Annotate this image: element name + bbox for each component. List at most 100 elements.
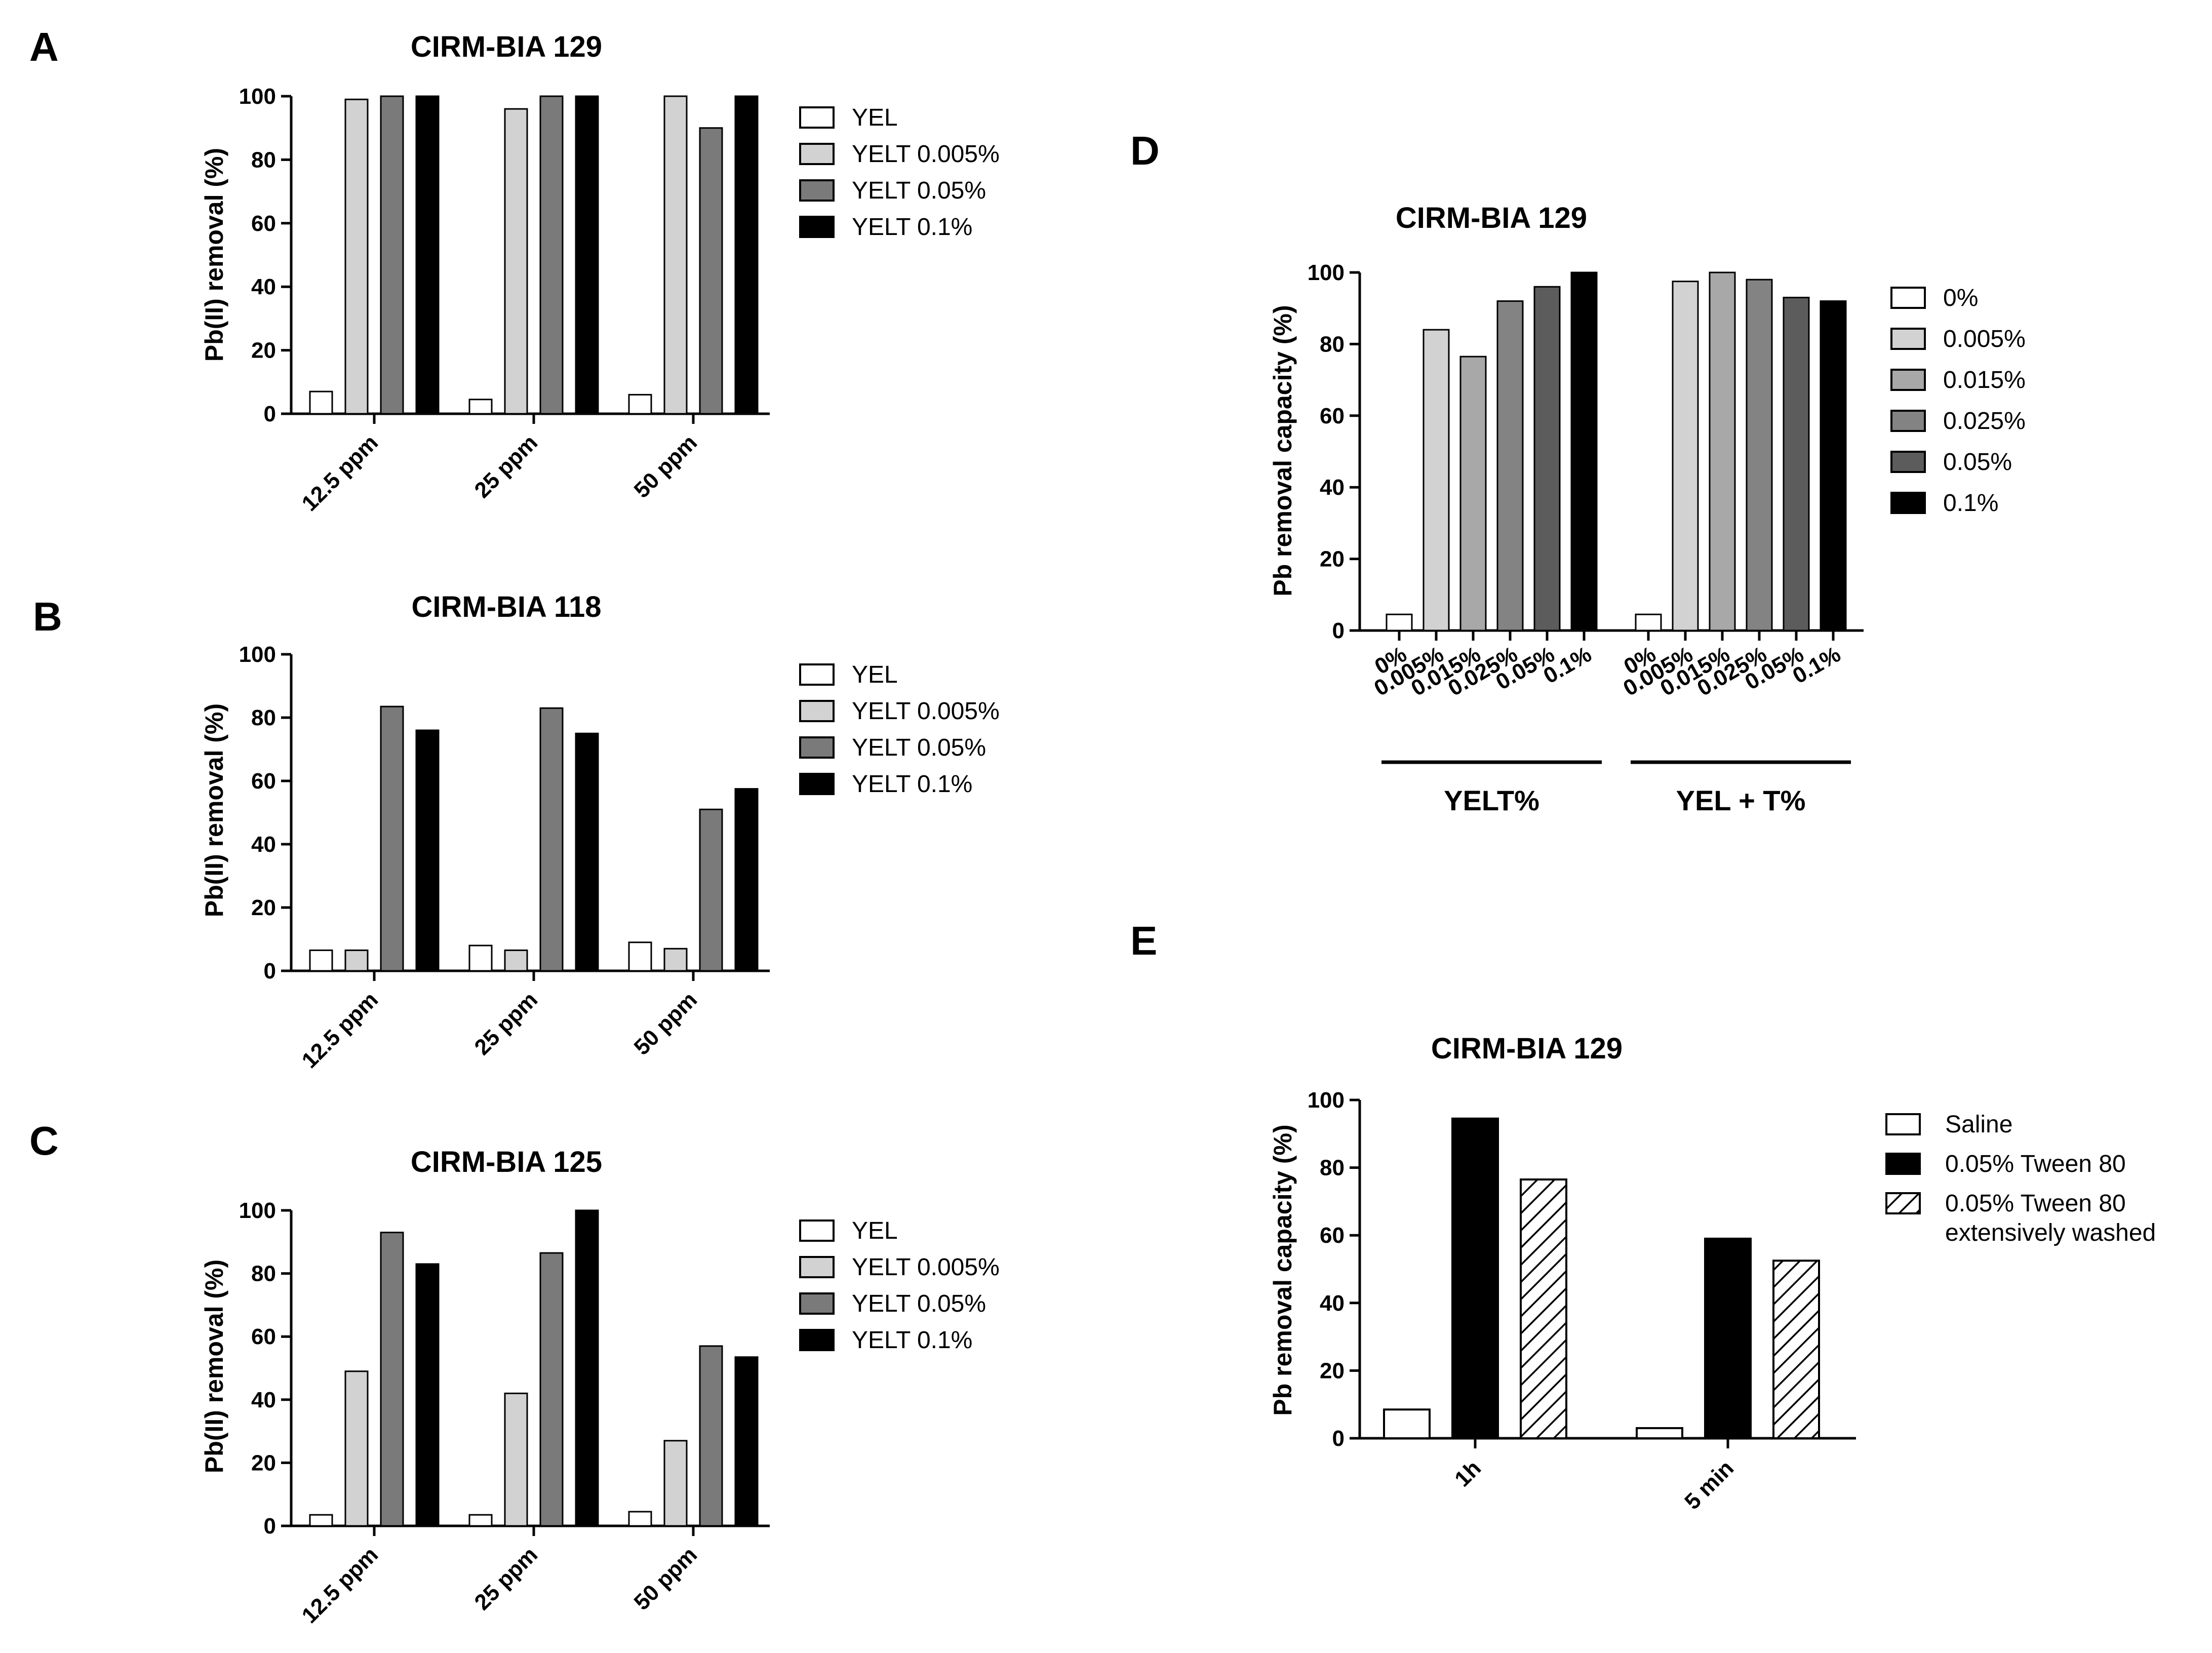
legend-label-d-0-1: 0.1% (1943, 490, 1998, 517)
chart-title-c: CIRM-BIA 125 (411, 1146, 602, 1178)
bar-a-12-5-ppm-yelt-0-005 (344, 98, 369, 415)
y-axis-label-e: Pb removal capacity (%) (1269, 1124, 1297, 1415)
bar-a-25-ppm-yelt-0-005 (504, 108, 528, 415)
bar-b-25-ppm-yel (468, 944, 493, 972)
legend-swatch-a-yelt-0-05 (799, 179, 835, 202)
bar-a-12-5-ppm-yelt-0-1 (415, 95, 440, 415)
x-tick-label-c-25-ppm: 25 ppm (469, 1542, 542, 1615)
y-axis-label-d: Pb removal capacity (%) (1269, 305, 1297, 596)
legend-swatch-c-yelt-0-005 (799, 1256, 835, 1278)
bar-a-12-5-ppm-yel (309, 390, 333, 415)
bar-a-25-ppm-yelt-0-1 (575, 95, 599, 415)
chart-panel-c: CIRM-BIA 125 Pb(II) removal (%) 0 20 40 60 80 1… (200, 1146, 1000, 1628)
chart-panel-b: CIRM-BIA 118 Pb(II) removal (%) 0 20 40 60 80 1… (200, 591, 1000, 1073)
y-tick-label-b-20: 20 (251, 895, 276, 920)
legend-swatch-d-0-05 (1890, 451, 1926, 473)
y-tick-label-a-40: 40 (251, 274, 276, 299)
bar-c-12-5-ppm-yelt-0-1 (415, 1263, 440, 1527)
legend-label-e-3: extensively washed (1945, 1219, 2156, 1246)
y-tick-label-b-100: 100 (239, 642, 276, 667)
y-axis-label-a: Pb(II) removal (%) (200, 148, 228, 362)
chart-title-d: CIRM-BIA 129 (1396, 202, 1587, 234)
y-tick-label-d-0: 0 (1332, 618, 1345, 643)
y-tick-label-a-80: 80 (251, 147, 276, 172)
chart-title-a: CIRM-BIA 129 (411, 30, 602, 63)
bar-d-yelt-0-015 (1459, 356, 1487, 632)
legend-label-d-0-05: 0.05% (1943, 449, 2012, 476)
panel-letter-c: C (29, 1118, 59, 1163)
legend-label-d-0-015: 0.015% (1943, 367, 2026, 393)
legend-label-a-yelt-0-1: YELT 0.1% (852, 214, 972, 241)
legend-label-d-0-005: 0.005% (1943, 326, 2026, 352)
x-tick-label-b-50-ppm: 50 ppm (629, 987, 702, 1060)
bar-d-yel-t-0-1 (1820, 300, 1847, 632)
x-tick-label-a-25-ppm: 25 ppm (469, 430, 542, 503)
bar-a-25-ppm-yelt-0-05 (539, 95, 564, 415)
bar-d-yel-t-0 (1635, 613, 1662, 632)
y-tick-label-a-0: 0 (264, 402, 276, 426)
bar-d-yel-t-0-025 (1746, 279, 1773, 632)
panel-letter-e: E (1130, 918, 1157, 963)
legend-label-e-1: 0.05% Tween 80 (1945, 1151, 2126, 1177)
bar-d-yelt-0-1 (1570, 271, 1598, 632)
bar-e-1h-saline (1383, 1408, 1431, 1439)
x-tick-label-b-25-ppm: 25 ppm (469, 987, 542, 1060)
legend-label-b-yelt-0-005: YELT 0.005% (852, 698, 1000, 725)
bar-b-12-5-ppm-yelt-0-005 (344, 949, 369, 972)
y-tick-label-d-100: 100 (1308, 260, 1345, 285)
bar-d-yelt-0-025 (1496, 300, 1524, 632)
legend-label-b-yelt-0-1: YELT 0.1% (852, 771, 972, 798)
bar-b-12-5-ppm-yelt-0-05 (380, 705, 404, 972)
y-tick-label-d-60: 60 (1320, 404, 1345, 428)
bar-d-yel-t-0-05 (1783, 296, 1810, 632)
legend-swatch-d-0-005 (1890, 328, 1926, 350)
y-tick-label-a-20: 20 (251, 338, 276, 363)
bar-c-50-ppm-yelt-0-1 (734, 1356, 759, 1527)
x-tick-label-a-12-5-ppm: 12.5 ppm (297, 430, 383, 516)
bar-b-12-5-ppm-yelt-0-1 (415, 729, 440, 972)
legend-swatch-a-yelt-0-1 (799, 216, 835, 238)
bar-c-25-ppm-yelt-0-005 (504, 1392, 528, 1527)
bar-e-5-min-0-05-tween-80-extensively-washed (1772, 1260, 1820, 1440)
y-tick-label-e-20: 20 (1320, 1358, 1345, 1383)
legend-label-e-2: 0.05% Tween 80 (1945, 1190, 2126, 1217)
legend-label-a-yel: YEL (852, 104, 898, 131)
x-tick-label-c-12-5-ppm: 12.5 ppm (297, 1542, 383, 1628)
y-tick-label-c-60: 60 (251, 1324, 276, 1349)
legend-label-d-0-025: 0.025% (1943, 408, 2026, 435)
x-tick-label-c-50-ppm: 50 ppm (629, 1542, 702, 1615)
x-tick-label-b-12-5-ppm: 12.5 ppm (297, 987, 383, 1073)
bar-b-25-ppm-yelt-0-1 (575, 732, 599, 972)
legend-swatch-c-yelt-0-05 (799, 1292, 835, 1315)
bar-b-50-ppm-yelt-0-1 (734, 788, 759, 972)
legend-swatch-d-0-025 (1890, 410, 1926, 432)
bar-a-50-ppm-yelt-0-005 (663, 95, 688, 415)
legend-swatch-d-0 (1890, 287, 1926, 309)
bar-b-25-ppm-yelt-0-05 (539, 707, 564, 972)
bar-b-12-5-ppm-yel (309, 949, 333, 972)
bar-e-5-min-0-05-tween-80 (1704, 1237, 1752, 1439)
legend-swatch-b-yelt-0-05 (799, 736, 835, 759)
bar-b-50-ppm-yelt-0-005 (663, 948, 688, 972)
bar-d-yelt-0-005 (1423, 329, 1450, 632)
legend-swatch-c-yel (799, 1219, 835, 1242)
bar-a-50-ppm-yelt-0-1 (734, 95, 759, 415)
legend-swatch-c-yelt-0-1 (799, 1329, 835, 1351)
bar-d-yel-t-0-005 (1672, 281, 1699, 632)
bar-b-50-ppm-yelt-0-05 (699, 808, 723, 972)
bar-c-12-5-ppm-yelt-0-005 (344, 1370, 369, 1527)
y-tick-label-b-0: 0 (264, 959, 276, 983)
panel-letter-a: A (29, 24, 59, 69)
y-tick-label-d-40: 40 (1320, 475, 1345, 500)
y-tick-label-c-80: 80 (251, 1262, 276, 1286)
bar-c-25-ppm-yelt-0-05 (539, 1252, 564, 1527)
x-tick-label-a-50-ppm: 50 ppm (629, 430, 702, 503)
chart-panel-d: CIRM-BIA 129 Pb removal capacity (%) 0 20 40… (1269, 202, 2026, 816)
legend-swatch-e-2 (1885, 1192, 1921, 1214)
y-tick-label-b-40: 40 (251, 832, 276, 857)
bar-c-25-ppm-yelt-0-1 (575, 1209, 599, 1527)
chart-panel-a: CIRM-BIA 129 Pb(II) removal (%) 0 20 40 60 80 1… (200, 30, 1000, 516)
legend-label-a-yelt-0-005: YELT 0.005% (852, 141, 1000, 168)
y-tick-label-d-20: 20 (1320, 547, 1345, 572)
